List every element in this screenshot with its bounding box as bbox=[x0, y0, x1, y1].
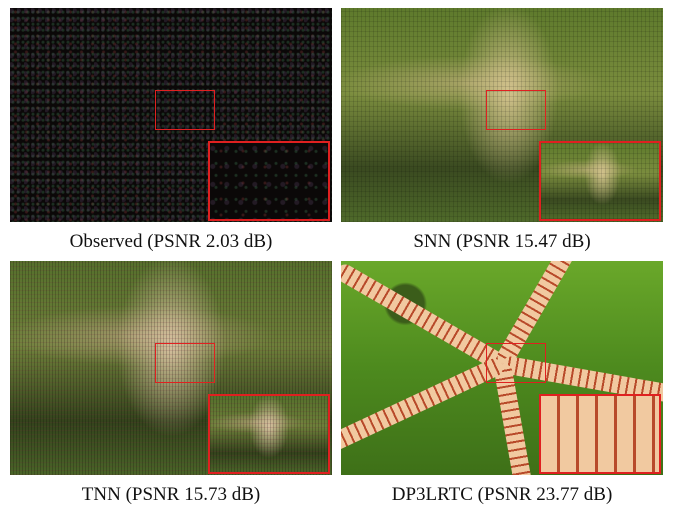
tnn-image-panel bbox=[10, 261, 332, 475]
zoomed-inset bbox=[539, 141, 661, 221]
snn-image-panel bbox=[341, 8, 663, 222]
zoomed-inset bbox=[208, 141, 330, 221]
caption-observed: Observed (PSNR 2.03 dB) bbox=[69, 231, 273, 252]
zoom-region-box bbox=[155, 343, 215, 383]
caption-snn: SNN (PSNR 15.47 dB) bbox=[413, 231, 591, 252]
zoom-region-box bbox=[155, 90, 215, 130]
dp3lrtc-image-panel bbox=[341, 261, 663, 475]
zoom-region-box bbox=[486, 343, 546, 383]
observed-image-panel bbox=[10, 8, 332, 222]
caption-tnn: TNN (PSNR 15.73 dB) bbox=[81, 484, 261, 505]
zoomed-inset bbox=[208, 394, 330, 474]
zoomed-inset bbox=[539, 394, 661, 474]
caption-dp3lrtc: DP3LRTC (PSNR 23.77 dB) bbox=[391, 484, 613, 505]
observed-image bbox=[10, 8, 332, 222]
zoom-region-box bbox=[486, 90, 546, 130]
